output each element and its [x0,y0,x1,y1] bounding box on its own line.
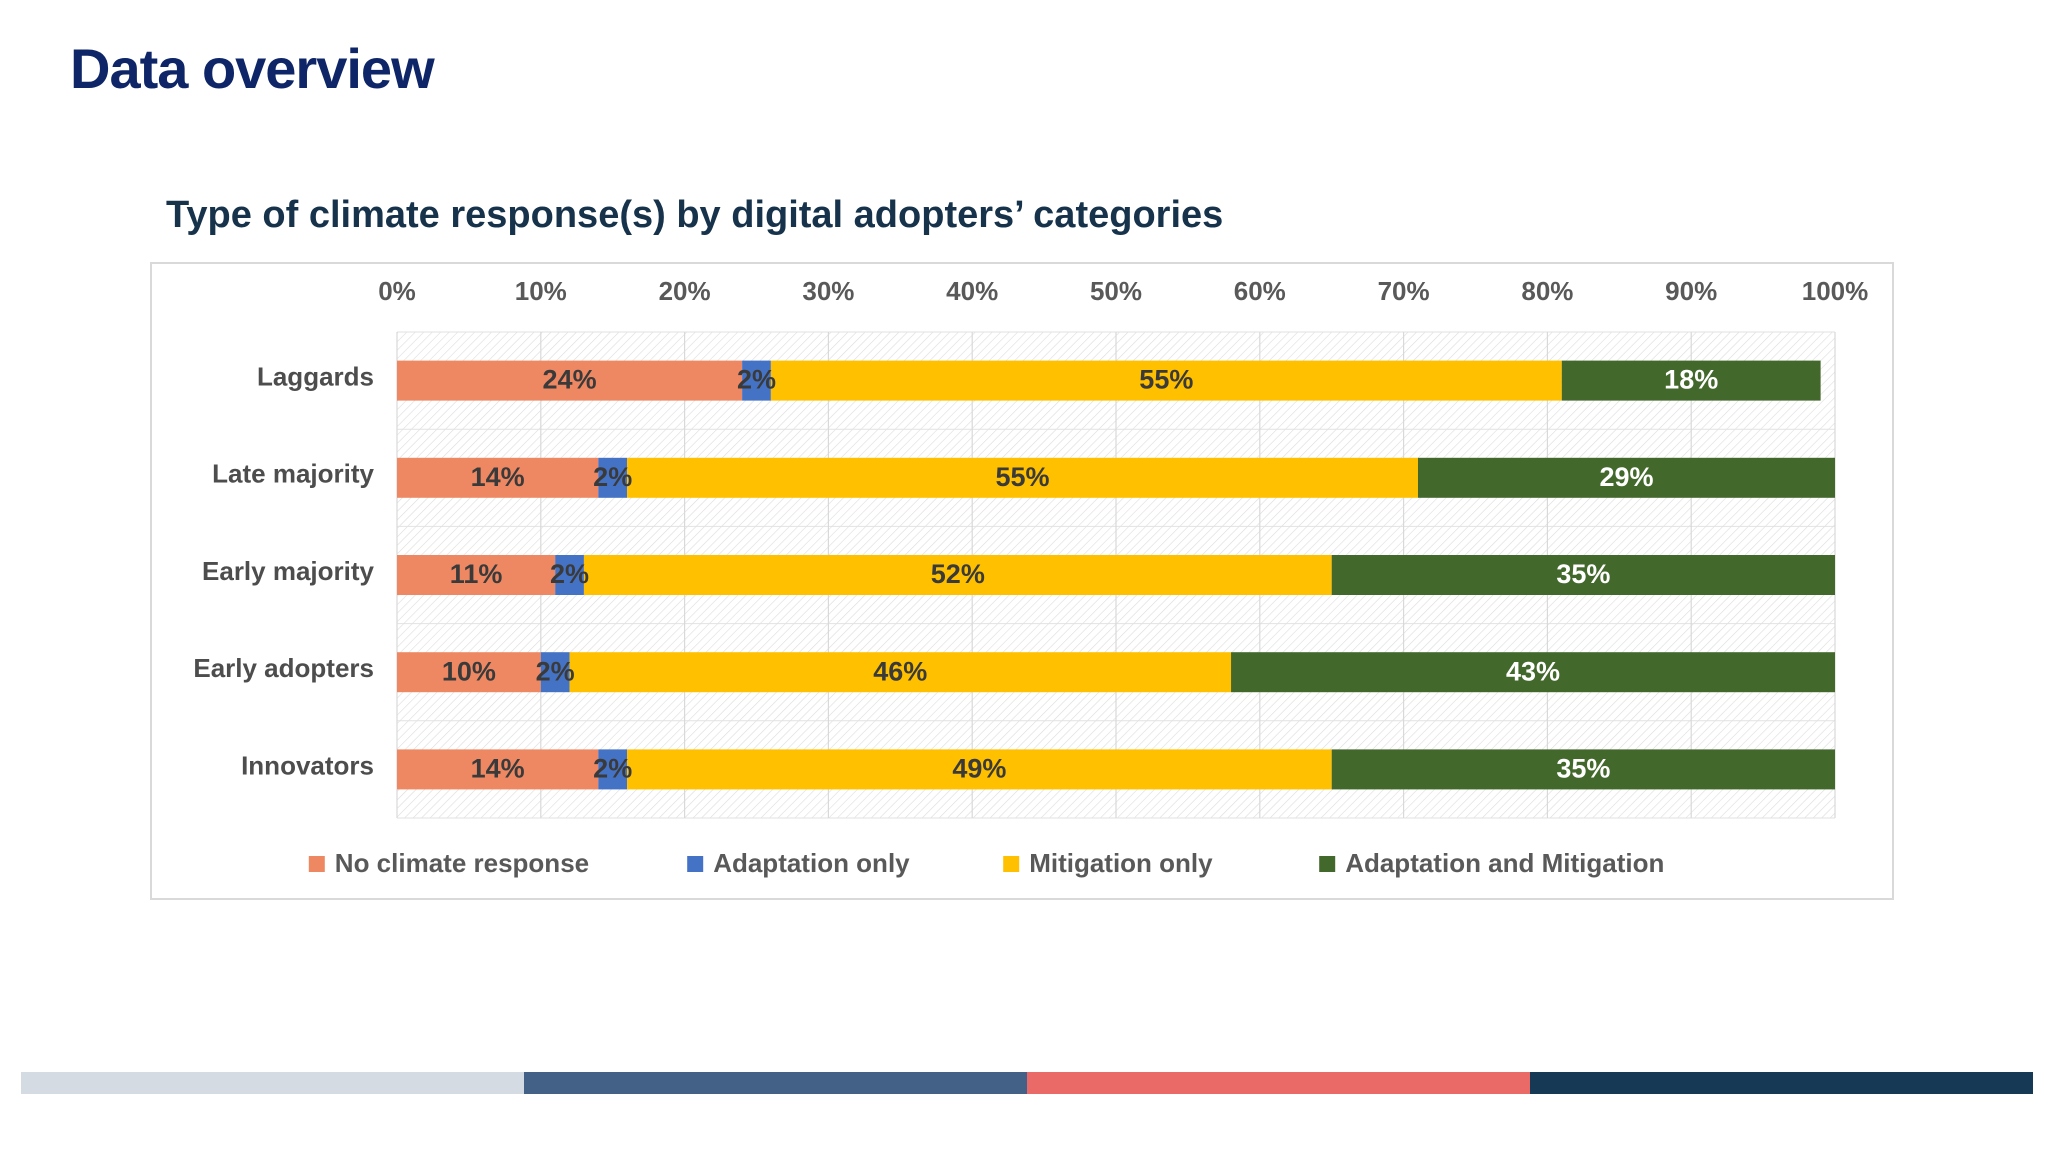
x-tick-label: 0% [378,276,416,306]
footer-segment-1 [21,1072,524,1094]
x-axis-ticks: 0% 10% 20% 30% 40% 50% 60% 70% 80% 90% 100% [378,276,1868,306]
bar-innovators-mitigation-only [627,749,1332,790]
bar-laggards-adaptation-only [742,360,771,401]
x-tick-label: 10% [515,276,567,306]
data-label-laggards-mitigation-only: 55% [1139,365,1193,395]
x-tick-label: 50% [1090,276,1142,306]
data-label-early-adopters-mitigation-only: 46% [873,656,927,686]
data-label-early-majority-mitigation-only: 52% [931,559,985,589]
y-label-innovators: Innovators [241,750,374,780]
y-label-laggards: Laggards [257,361,374,391]
bar-laggards-adaptation-and-mitigation [1561,360,1821,401]
legend-label-no-climate-response: No climate response [335,848,589,878]
x-tick-label: 80% [1521,276,1573,306]
x-tick-label: 100% [1802,276,1869,306]
slide-title: Data overview [70,37,435,100]
bar-late-majority-no-climate-response [397,457,599,498]
bar-early-majority-no-climate-response [397,555,556,595]
y-label-early-majority: Early majority [202,556,375,586]
legend-swatch-adaptation-only [687,856,704,872]
data-label-late-majority-mitigation-only: 55% [996,462,1050,492]
bar-laggards-mitigation-only [770,360,1562,401]
data-label-laggards-no-climate-response: 24% [543,365,597,395]
legend: No climate response Adaptation only Mitiga… [308,848,1664,878]
bar-laggards-no-climate-response [397,360,743,401]
x-tick-label: 70% [1378,276,1430,306]
data-label-early-majority-adaptation-and-mitigation: 35% [1556,559,1610,589]
legend-swatch-mitigation-only [1003,856,1020,872]
bar-early-adopters-adaptation-only [540,652,570,693]
data-label-early-adopters-adaptation-and-mitigation: 43% [1506,656,1560,686]
data-label-early-adopters-no-climate-response: 10% [442,656,496,686]
legend-swatch-adaptation-and-mitigation [1319,856,1336,872]
bar-early-majority-mitigation-only [583,555,1332,595]
bar-late-majority-adaptation-only [598,457,628,498]
bars [397,360,1835,790]
bar-innovators-no-climate-response [397,749,599,790]
data-label-innovators-adaptation-and-mitigation: 35% [1556,754,1610,784]
x-tick-label: 60% [1234,276,1286,306]
data-label-laggards-adaptation-and-mitigation: 18% [1664,365,1718,395]
y-axis-labels: Laggards Late majority Early majority Early… [193,361,374,780]
data-label-late-majority-adaptation-and-mitigation: 29% [1599,462,1653,492]
footer-segment-2 [524,1072,1027,1094]
legend-swatch-no-climate-response [308,856,325,872]
data-label-innovators-mitigation-only: 49% [952,754,1006,784]
legend-label-adaptation-only: Adaptation only [713,848,910,878]
footer-segment-4 [1530,1072,2033,1094]
legend-label-mitigation-only: Mitigation only [1029,848,1213,878]
data-label-early-adopters-adaptation-only: 2% [536,656,575,686]
footer-color-bar [21,1072,2033,1094]
data-labels: 24% 2% 55% 18% 14% 2% 55% 29% 11% 2% 52% 35% 10% 2% 46… [442,365,1718,784]
data-label-innovators-no-climate-response: 14% [471,754,525,784]
data-label-late-majority-no-climate-response: 14% [471,462,525,492]
chart-area: 0% 10% 20% 30% 40% 50% 60% 70% 80% 90% 100% Laggar… [150,262,1894,900]
bar-early-majority-adaptation-only [555,555,584,595]
x-tick-label: 20% [659,276,711,306]
y-label-early-adopters: Early adopters [193,653,374,683]
footer-segment-3 [1027,1072,1530,1094]
bar-early-majority-adaptation-and-mitigation [1331,555,1835,595]
bar-innovators-adaptation-only [598,749,628,790]
y-label-late-majority: Late majority [212,459,374,489]
bar-early-adopters-mitigation-only [569,652,1232,693]
data-label-innovators-adaptation-only: 2% [593,754,632,784]
data-label-early-majority-adaptation-only: 2% [550,559,589,589]
data-label-late-majority-adaptation-only: 2% [593,462,632,492]
x-tick-label: 40% [946,276,998,306]
legend-label-adaptation-and-mitigation: Adaptation and Mitigation [1345,848,1664,878]
x-tick-label: 90% [1665,276,1717,306]
bar-late-majority-mitigation-only [627,457,1418,498]
chart-title: Type of climate response(s) by digital a… [166,194,1224,236]
bar-early-adopters-no-climate-response [397,652,541,693]
stacked-bar-chart: 0% 10% 20% 30% 40% 50% 60% 70% 80% 90% 100% Laggar… [193,276,1868,878]
data-label-laggards-adaptation-only: 2% [737,365,776,395]
data-label-early-majority-no-climate-response: 11% [450,559,503,589]
bar-early-adopters-adaptation-and-mitigation [1231,652,1835,693]
bar-late-majority-adaptation-and-mitigation [1417,457,1835,498]
bar-innovators-adaptation-and-mitigation [1331,749,1835,790]
x-tick-label: 30% [802,276,854,306]
